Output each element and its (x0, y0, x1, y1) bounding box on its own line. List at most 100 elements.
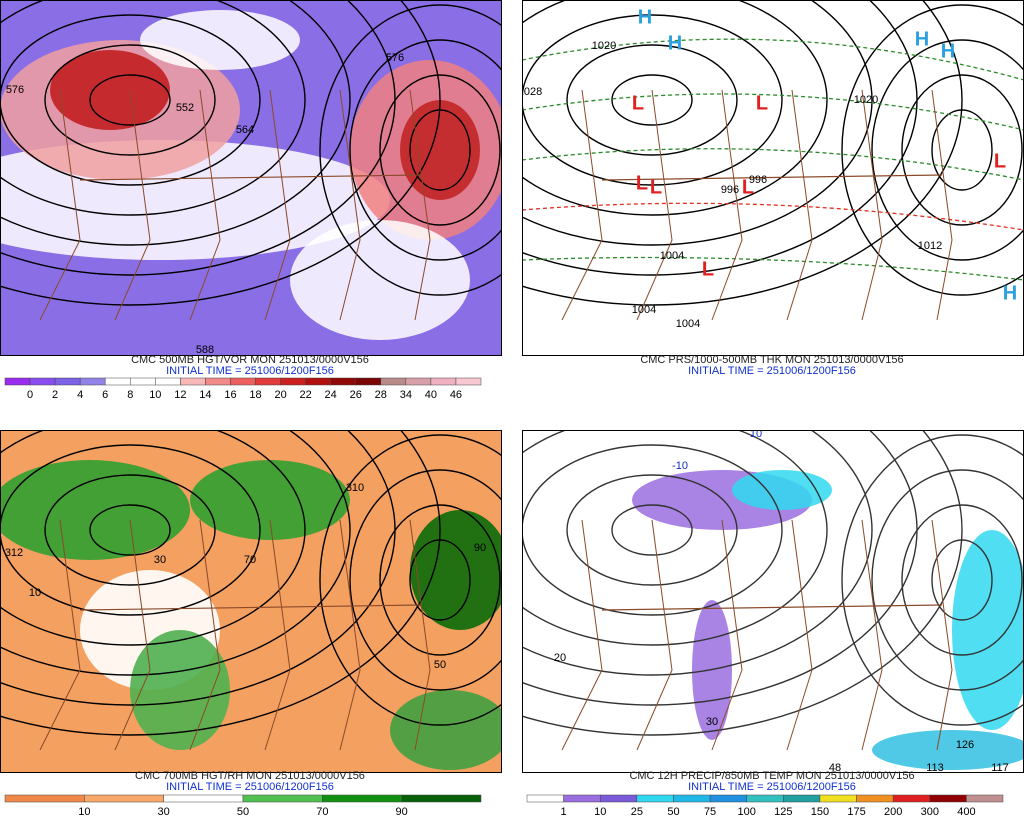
map: 312 310 10 50 90 30 70 (0, 430, 502, 772)
contour (379, 504, 501, 656)
legend-label: 200 (884, 806, 902, 818)
contour (0, 14, 261, 186)
contour (522, 0, 963, 306)
legend-swatch (430, 377, 457, 386)
legend-swatch (4, 794, 85, 803)
map-label: 1004 (660, 250, 684, 262)
legend-label: 10 (78, 806, 90, 818)
map-label: 1028 (518, 86, 542, 98)
border (189, 519, 221, 751)
contour (566, 44, 738, 156)
map-label: 552 (176, 102, 194, 114)
legend-swatch (563, 794, 601, 803)
map-label: H (638, 6, 652, 28)
legend-swatch (230, 377, 256, 386)
thickness-line (522, 93, 1024, 131)
map-label: 588 (196, 344, 214, 356)
contour (611, 74, 693, 126)
contour (931, 539, 993, 621)
border (711, 519, 743, 751)
contour (409, 109, 471, 191)
contour (44, 474, 216, 586)
thickness-line (522, 38, 1024, 81)
map-label: 10 (750, 428, 762, 440)
legend-label: 28 (375, 389, 387, 401)
legend-label: 75 (704, 806, 716, 818)
border (339, 89, 361, 321)
map-label: 10 (29, 587, 41, 599)
contour (566, 474, 738, 586)
panel-subtitle: INITIAL TIME = 251006/1200F156 (688, 365, 856, 377)
map-label: 310 (346, 482, 364, 494)
contour (349, 469, 502, 691)
border (786, 89, 813, 321)
legend-swatch (4, 377, 31, 386)
contour (901, 504, 1023, 656)
thickness-line (522, 148, 1024, 181)
map-label: 90 (474, 542, 486, 554)
contour (0, 430, 351, 676)
map-label: 126 (956, 739, 974, 751)
legend-label: 1 (561, 806, 567, 818)
contour (0, 0, 441, 306)
legend-swatch (636, 794, 674, 803)
map-label: 117 (991, 762, 1009, 774)
border (636, 519, 673, 751)
legend-swatch (929, 794, 967, 803)
legend-label: 26 (350, 389, 362, 401)
legend-swatch (54, 377, 81, 386)
map-label: L (756, 92, 768, 114)
border (601, 604, 943, 611)
vorticity-area (140, 10, 300, 70)
map: -10 10 20 30 48 117 126 113 (522, 428, 1024, 774)
border (114, 89, 151, 321)
contour (89, 74, 171, 126)
legend-swatch (966, 794, 1004, 803)
map-label: H (1003, 282, 1017, 304)
contour (901, 74, 1023, 226)
precip-area (952, 530, 1024, 730)
legend-swatch (455, 377, 482, 386)
panel-subtitle: INITIAL TIME = 251006/1200F156 (166, 365, 334, 377)
legend-label: 25 (631, 806, 643, 818)
legend-swatch (205, 377, 231, 386)
legend-swatch (746, 794, 784, 803)
panel-subtitle: INITIAL TIME = 251006/1200F156 (166, 781, 334, 793)
border (189, 89, 221, 321)
legend-swatch (84, 794, 164, 803)
map-label: 30 (154, 554, 166, 566)
legend-swatch (673, 794, 711, 803)
border (409, 89, 431, 321)
map-label: L (632, 92, 644, 114)
contour (871, 469, 1024, 691)
map-label: 50 (434, 659, 446, 671)
humidity-area (390, 690, 502, 770)
map-label: 30 (706, 716, 718, 728)
panel-title: CMC PRS/1000-500MB THK MON 251013/0000V1… (640, 354, 903, 366)
legend-label: 90 (396, 806, 408, 818)
map: 576 552 564 576 588 (0, 0, 502, 356)
contour (379, 74, 501, 226)
contour (522, 430, 828, 646)
humidity-area (130, 630, 230, 750)
panel-title: CMC 12H PRECIP/850MB TEMP MON 251013/000… (629, 770, 914, 782)
map-label: L (702, 258, 714, 280)
contour (611, 504, 693, 556)
contour (931, 109, 993, 191)
weather-panel: 312 310 10 50 90 30 70 CMC 700MB HGT/RH MON 251… (0, 430, 502, 818)
legend-label: 400 (957, 806, 975, 818)
border (339, 519, 361, 751)
border (39, 519, 81, 751)
legend-label: 100 (738, 806, 756, 818)
legend-swatch (599, 794, 638, 803)
panel-subtitle: INITIAL TIME = 251006/1200F156 (688, 781, 856, 793)
contour (0, 444, 261, 616)
weather-panel: -10 10 20 30 48 117 126 113 CMC 12H PRECIP/850MB… (522, 428, 1024, 818)
contour (0, 430, 306, 646)
weather-panel: HH HHL LL L LLL10201020101210041004100499610… (518, 0, 1024, 377)
map-label: L (650, 176, 662, 198)
legend-swatch (305, 377, 331, 386)
legend-swatch (255, 377, 281, 386)
